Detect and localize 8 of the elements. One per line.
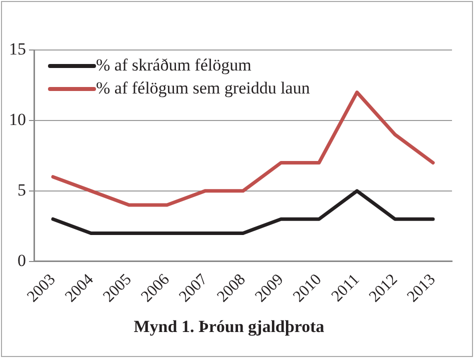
legend-label: % af félögum sem greiddu laun: [96, 78, 310, 98]
y-tick-label: 5: [18, 180, 26, 200]
y-tick-label: 0: [18, 250, 26, 270]
y-tick-label: 15: [9, 39, 26, 58]
y-tick-label: 10: [9, 110, 26, 129]
text: Mynd 1. Þróun gjaldþrota: [134, 317, 325, 336]
x-tick-label: 2011: [328, 270, 363, 306]
legend-label: % af skráðum félögum: [96, 55, 252, 74]
